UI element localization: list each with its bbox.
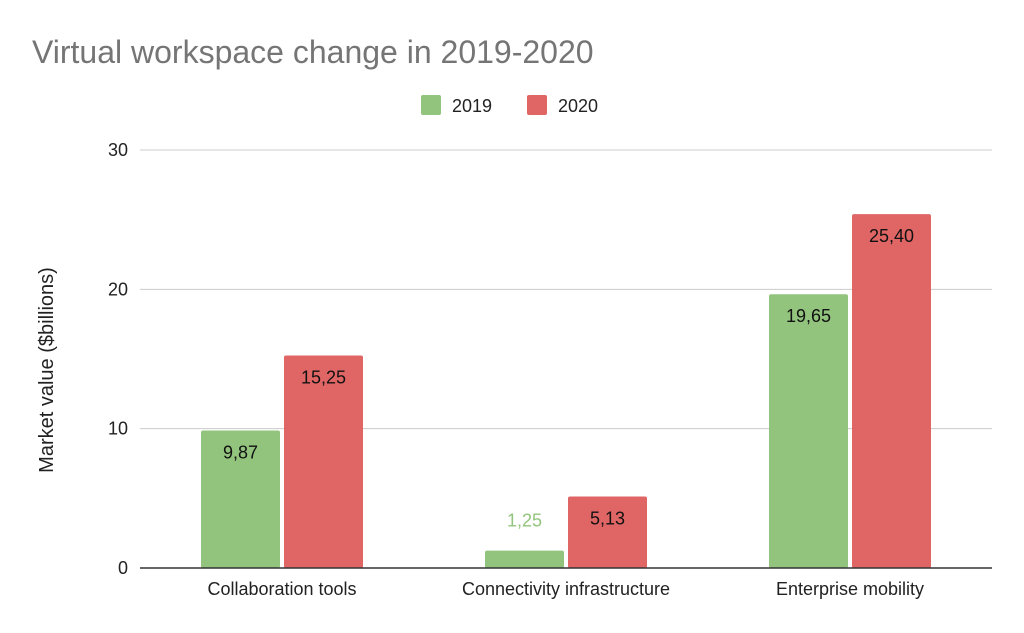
- bar-value-label: 15,25: [301, 368, 346, 388]
- bar-2020-1: [568, 496, 647, 568]
- gridlines: [140, 149, 992, 430]
- y-tick-label: 20: [108, 279, 128, 299]
- y-tick-label: 0: [118, 558, 128, 578]
- legend-label-2020: 2020: [558, 96, 598, 116]
- x-category-label: Collaboration tools: [207, 579, 356, 599]
- bar-value-label: 25,40: [869, 226, 914, 246]
- bar-labels: 9,87 15,25 1,25 5,13 19,65 25,40: [223, 226, 914, 530]
- legend-label-2019: 2019: [452, 96, 492, 116]
- legend: 2019 2020: [421, 95, 598, 116]
- legend-swatch-2019: [421, 95, 441, 115]
- bar-2019-1: [485, 550, 564, 568]
- chart-title: Virtual workspace change in 2019-2020: [32, 34, 594, 70]
- bar-2020-0: [284, 355, 363, 568]
- x-axis-categories: Collaboration tools Connectivity infrastr…: [207, 579, 924, 599]
- y-tick-label: 10: [108, 419, 128, 439]
- y-axis-ticks: 0 10 20 30: [108, 140, 128, 578]
- bar-2019-2: [769, 294, 848, 568]
- bar-value-label: 1,25: [507, 511, 542, 531]
- bar-value-label: 19,65: [786, 306, 831, 326]
- x-category-label: Connectivity infrastructure: [462, 579, 670, 599]
- legend-swatch-2020: [527, 95, 547, 115]
- bar-2020-2: [852, 214, 931, 569]
- bars: [201, 214, 931, 569]
- x-category-label: Enterprise mobility: [776, 579, 924, 599]
- bar-value-label: 9,87: [223, 442, 258, 462]
- bar-value-label: 5,13: [590, 509, 625, 529]
- y-axis-title: Market value ($billions): [36, 267, 58, 473]
- y-tick-label: 30: [108, 140, 128, 160]
- bar-2019-0: [201, 430, 280, 568]
